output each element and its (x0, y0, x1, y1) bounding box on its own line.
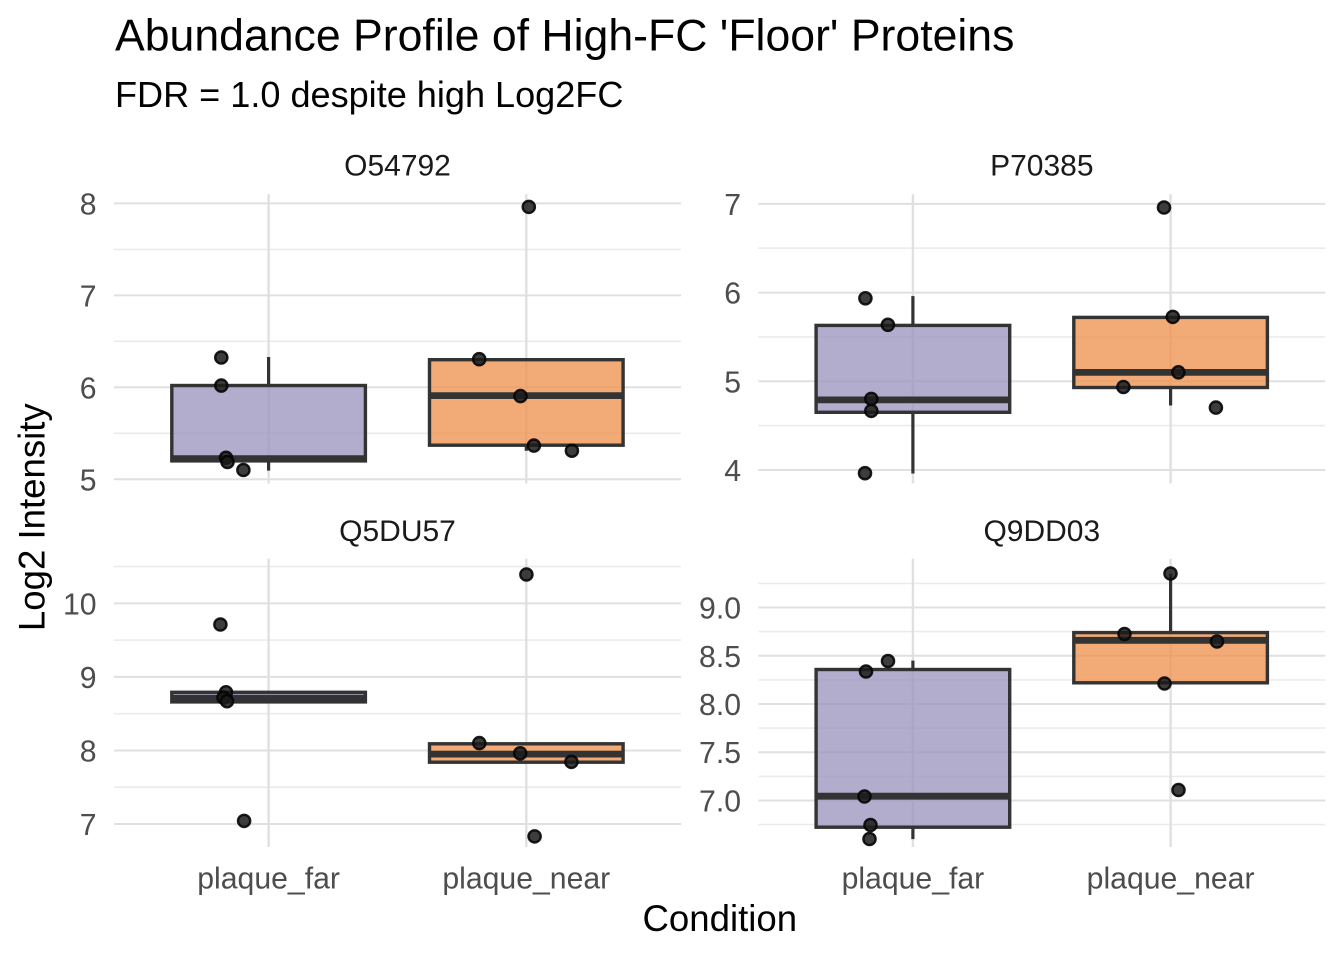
svg-text:P70385: P70385 (990, 149, 1093, 182)
svg-text:plaque_near: plaque_near (1087, 863, 1255, 896)
svg-text:Q9DD03: Q9DD03 (983, 515, 1100, 548)
svg-text:7.5: 7.5 (699, 737, 741, 770)
svg-text:Abundance Profile of High-FC ': Abundance Profile of High-FC 'Floor' Pro… (115, 12, 1014, 61)
svg-text:7: 7 (80, 809, 97, 842)
svg-text:plaque_near: plaque_near (442, 863, 610, 896)
svg-text:FDR = 1.0 despite high Log2FC: FDR = 1.0 despite high Log2FC (115, 74, 623, 115)
svg-text:7.0: 7.0 (699, 786, 741, 819)
svg-text:O54792: O54792 (344, 149, 451, 182)
svg-text:6: 6 (724, 278, 741, 311)
svg-text:9.0: 9.0 (699, 593, 741, 626)
svg-text:10: 10 (63, 588, 97, 621)
svg-text:7: 7 (724, 189, 741, 222)
svg-text:8.0: 8.0 (699, 689, 741, 722)
svg-text:5: 5 (724, 366, 741, 399)
svg-text:4: 4 (724, 455, 741, 488)
svg-text:9: 9 (80, 662, 97, 695)
svg-text:Log2 Intensity: Log2 Intensity (12, 403, 53, 631)
svg-text:7: 7 (80, 280, 97, 313)
svg-text:6: 6 (80, 372, 97, 405)
svg-text:8: 8 (80, 188, 97, 221)
svg-text:5: 5 (80, 464, 97, 497)
svg-text:8.5: 8.5 (699, 641, 741, 674)
svg-text:plaque_far: plaque_far (197, 863, 340, 896)
svg-text:Q5DU57: Q5DU57 (339, 515, 456, 548)
svg-text:plaque_far: plaque_far (842, 863, 985, 896)
svg-text:8: 8 (80, 736, 97, 769)
svg-text:Condition: Condition (643, 898, 798, 939)
